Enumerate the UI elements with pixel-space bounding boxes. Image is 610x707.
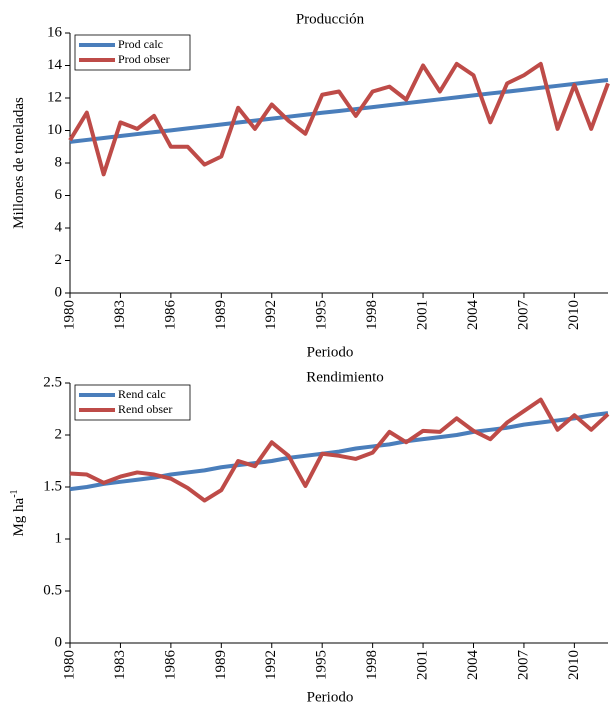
x-tick-label: 1998 [364, 300, 380, 330]
y-tick-label: 2.5 [43, 374, 62, 390]
y-axis-label-text: Millones de toneladas [11, 97, 27, 229]
legend-label: Rend calc [118, 387, 166, 401]
legend-label: Rend obser [118, 402, 172, 416]
y-tick-label: 12 [47, 89, 62, 105]
y-tick-label: 10 [47, 122, 62, 138]
x-tick-label: 2001 [415, 650, 431, 680]
y-tick-label: 0 [55, 634, 63, 650]
series-line [69, 397, 610, 503]
x-tick-label: 1986 [162, 300, 178, 331]
y-axis-label-sup: -1 [9, 489, 20, 497]
x-tick-label: 2007 [515, 650, 531, 681]
y-tick-label: 8 [55, 154, 63, 170]
x-tick-label: 2010 [566, 650, 582, 680]
legend-box [74, 34, 191, 71]
x-axis-label: Periodo [307, 689, 354, 705]
x-tick-label: 1995 [314, 650, 330, 680]
y-tick-label: 0 [55, 284, 63, 300]
x-tick-label: 2010 [566, 300, 582, 330]
y-tick-label: 16 [47, 24, 63, 40]
x-tick-label: 1983 [112, 650, 128, 680]
x-tick-label: 1998 [364, 650, 380, 680]
y-tick-label: 6 [55, 187, 63, 203]
y-axis-label-text: Mg ha [11, 497, 27, 536]
x-tick-label: 2004 [465, 300, 481, 331]
chart-title: Rendimiento [306, 369, 384, 385]
x-tick-label: 1980 [61, 300, 77, 330]
y-tick-label: 4 [55, 219, 63, 235]
x-tick-label: 1989 [213, 300, 229, 330]
x-tick-label: 1980 [61, 650, 77, 680]
y-axis-label: Mg ha-1 [9, 489, 27, 536]
y-tick-label: 2 [55, 252, 63, 268]
x-tick-label: 1989 [213, 650, 229, 680]
x-tick-label: 1992 [263, 650, 279, 680]
x-tick-label: 2001 [415, 300, 431, 330]
y-tick-label: 1.5 [43, 478, 62, 494]
x-axis-label: Periodo [307, 344, 354, 360]
x-tick-label: 1986 [162, 650, 178, 681]
series-line [68, 61, 610, 177]
x-tick-label: 1983 [112, 300, 128, 330]
chart-title: Producción [296, 11, 365, 27]
legend-box [74, 384, 191, 421]
y-tick-label: 1 [55, 530, 63, 546]
y-tick-label: 14 [47, 57, 63, 73]
series-line [69, 411, 609, 492]
y-tick-label: 0.5 [43, 582, 62, 598]
legend-label: Prod obser [118, 52, 170, 66]
x-tick-label: 2007 [515, 300, 531, 331]
x-tick-label: 2004 [465, 650, 481, 681]
legend-label: Prod calc [118, 37, 163, 51]
series-line [69, 77, 609, 144]
x-tick-label: 1995 [314, 300, 330, 330]
y-axis-label: Millones de toneladas [11, 97, 27, 229]
x-tick-label: 1992 [263, 300, 279, 330]
y-tick-label: 2 [55, 426, 63, 442]
